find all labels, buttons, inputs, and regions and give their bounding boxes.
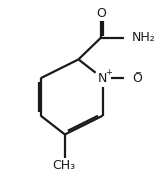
Text: CH₃: CH₃ xyxy=(52,159,75,172)
Text: +: + xyxy=(105,68,112,77)
Text: NH₂: NH₂ xyxy=(132,31,155,44)
Text: −: − xyxy=(135,68,142,77)
Text: O: O xyxy=(132,72,142,85)
Text: N: N xyxy=(98,72,107,85)
Text: O: O xyxy=(96,7,106,20)
